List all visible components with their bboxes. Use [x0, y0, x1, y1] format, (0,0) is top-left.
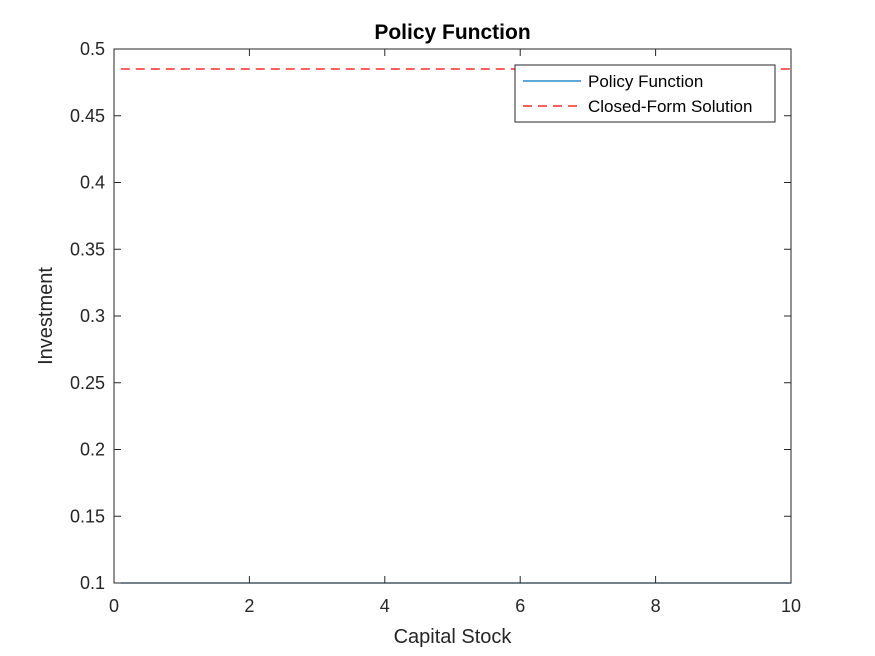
chart-title: Policy Function [374, 21, 530, 44]
y-tick-label: 0.35 [70, 239, 105, 259]
x-tick-label: 8 [651, 596, 661, 616]
x-tick-label: 6 [515, 596, 525, 616]
y-tick-label: 0.3 [80, 306, 105, 326]
x-tick-label: 10 [781, 596, 801, 616]
x-axis-label: Capital Stock [394, 626, 513, 648]
y-tick-label: 0.45 [70, 106, 105, 126]
y-axis-label: Investment [35, 267, 57, 365]
y-tick-label: 0.4 [80, 173, 105, 193]
legend-box [514, 64, 776, 123]
y-tick-label: 0.25 [70, 373, 105, 393]
y-tick-label: 0.2 [80, 440, 105, 460]
legend-entry-label: Closed-Form Solution [588, 97, 752, 116]
axes-layer: 0 2 4 6 8 10 0.1 0.15 0.2 0.25 0.3 0.35 0.4 0.45 0.5 [70, 39, 801, 616]
x-tick-label: 4 [380, 596, 390, 616]
plot-area [114, 49, 791, 583]
y-tick-label: 0.1 [80, 573, 105, 593]
legend: Policy Function Closed-Form Solution [514, 64, 776, 123]
y-tick-label: 0.15 [70, 506, 105, 526]
legend-entry-label: Policy Function [588, 72, 703, 91]
x-tick-label: 0 [109, 596, 119, 616]
y-tick-label: 0.5 [80, 39, 105, 59]
x-tick-label: 2 [244, 596, 254, 616]
